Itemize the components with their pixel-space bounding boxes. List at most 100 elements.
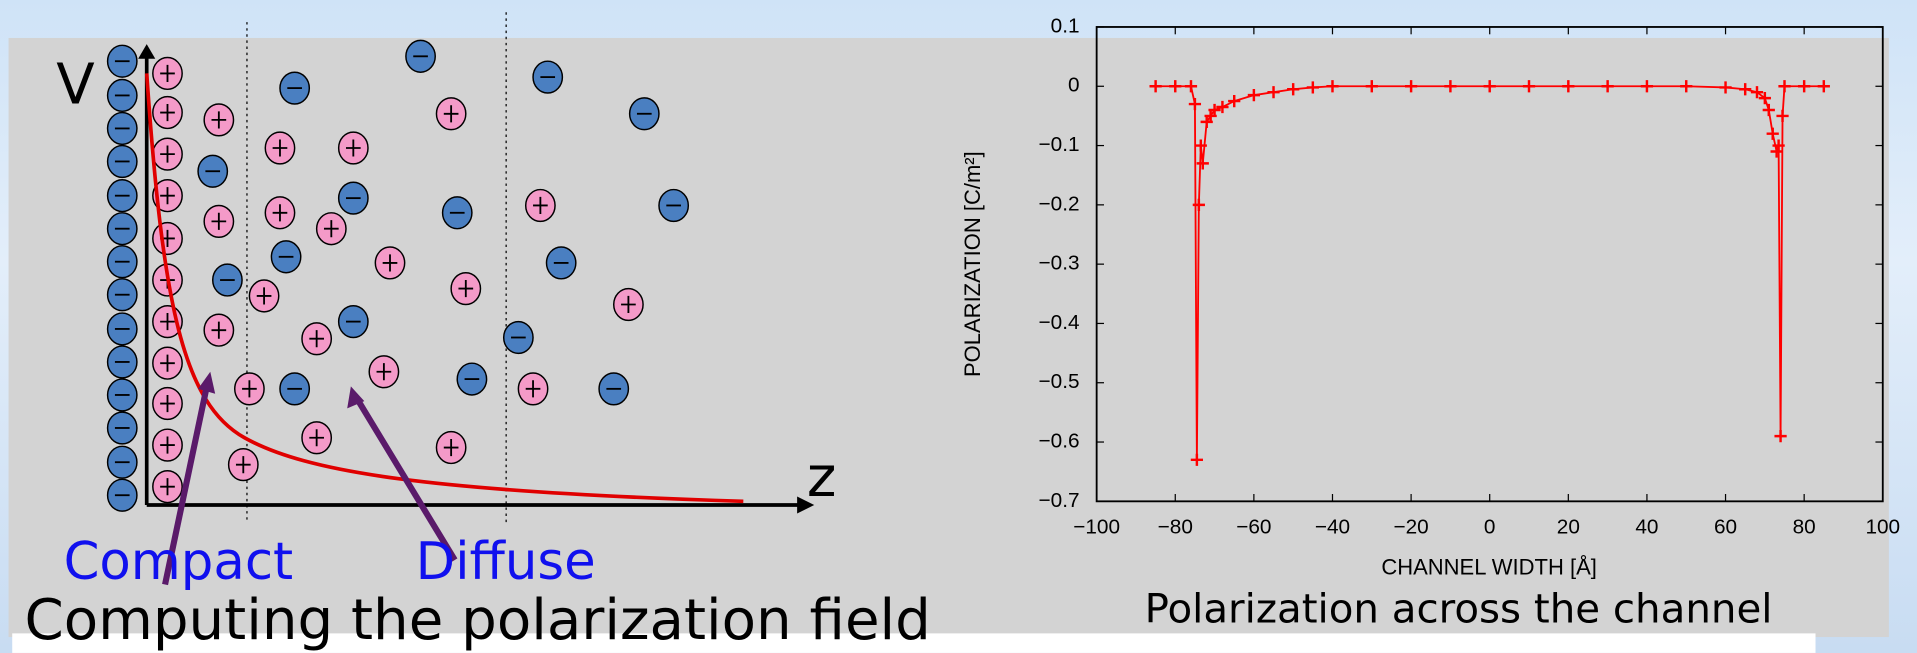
arrowhead [138,44,156,59]
plus-sign [160,354,175,372]
plus-sign [160,436,175,454]
plus-sign [160,394,175,413]
data-point [1149,80,1162,93]
plus-sign [443,438,459,457]
plus-sign [309,330,324,348]
arrowhead [797,496,815,514]
data-point [1444,80,1457,93]
data-point [1188,97,1202,111]
data-point [1640,80,1654,93]
x-tick-label: 0 [1484,516,1496,539]
data-point [1192,198,1205,211]
y-tick-label: −0.4 [1039,311,1080,334]
plus-sign [272,139,288,157]
x-tick-label: −40 [1315,516,1350,539]
x-tick-label: 20 [1557,516,1580,539]
data-point [1287,83,1300,96]
arrow [162,380,211,586]
plus-sign [242,380,257,398]
x-tick-label: −20 [1393,516,1428,539]
data-point [1778,80,1791,93]
plus-sign [160,313,175,331]
data-point [1194,139,1207,152]
y-tick-label: −0.5 [1039,370,1080,393]
data-point [1216,100,1229,114]
x-tick-label: 100 [1865,516,1900,539]
footer-box [12,633,1816,653]
plus-sign [160,187,175,205]
x-tick-label: 60 [1714,516,1737,539]
data-point [1267,86,1280,99]
ions [106,39,690,512]
potential-curve [144,73,744,504]
arrow [354,397,458,562]
y-tick-label: −0.3 [1039,252,1080,275]
data-point [1404,80,1418,93]
caption: Computing the polarization field [24,588,930,653]
plus-sign [323,220,339,238]
data-point [1719,81,1732,94]
data-point [1798,80,1811,93]
data-point [1762,103,1775,117]
plus-sign [160,103,175,122]
compact-label: Compact [64,532,294,592]
x-tick-label: 40 [1635,516,1658,539]
plus-sign [533,196,548,215]
data-point [1750,86,1764,99]
plus-sign [211,212,227,230]
y-axis-label: POLARIZATION [C/m²] [960,151,985,377]
plus-sign [256,287,272,305]
data-point [1739,83,1752,96]
data-point [1365,80,1378,93]
diagram: V z Compact Diffuse Computing the polari… [24,12,931,653]
plus-sign [235,456,251,474]
x-tick-label: −100 [1073,516,1120,539]
v-label: V [56,53,94,118]
x-tick-label: −80 [1158,516,1193,539]
data-point [1190,453,1203,466]
plus-sign [376,363,392,381]
y-tick-label: −0.6 [1039,430,1080,453]
y-tick-label: 0 [1068,74,1080,97]
plus-sign [211,111,227,129]
data-point [1562,80,1575,93]
y-tick-label: −0.2 [1039,192,1080,215]
data-point [1774,429,1787,443]
plus-sign [443,105,459,123]
data-point [1196,157,1209,170]
data-point [1326,80,1339,93]
plus-sign [160,64,175,82]
arrowhead [347,386,365,409]
plus-sign [272,204,288,222]
data-point [1306,81,1319,94]
data-point [1772,139,1785,152]
data-point [1483,80,1496,93]
plus-sign [345,139,361,157]
data-point [1228,94,1241,108]
data-point [1680,80,1693,93]
plus-sign [160,478,175,496]
data-point [1776,109,1789,123]
arrowhead [198,371,216,394]
data-point [1208,103,1221,117]
plus-sign [211,321,227,339]
data-point [1169,80,1182,93]
plus-sign [382,254,398,272]
data-point [1766,127,1779,140]
plus-sign [525,380,541,398]
x-axis-label: CHANNEL WIDTH [Å] [1381,554,1597,579]
plus-sign [458,280,474,298]
chart-title: Polarization across the channel [1145,585,1773,632]
plus-sign [160,145,175,163]
data-point [1758,92,1771,105]
data-point [1247,89,1260,102]
chart: CHANNEL WIDTH [Å] POLARIZATION [C/m²] Po… [960,14,1900,632]
plus-sign [309,429,324,447]
y-tick-label: 0.1 [1051,14,1080,37]
data-point [1601,80,1614,93]
data-line [1155,85,1824,460]
data-point [1184,80,1198,93]
y-tick-label: −0.1 [1039,133,1080,156]
data-point [1817,80,1830,93]
